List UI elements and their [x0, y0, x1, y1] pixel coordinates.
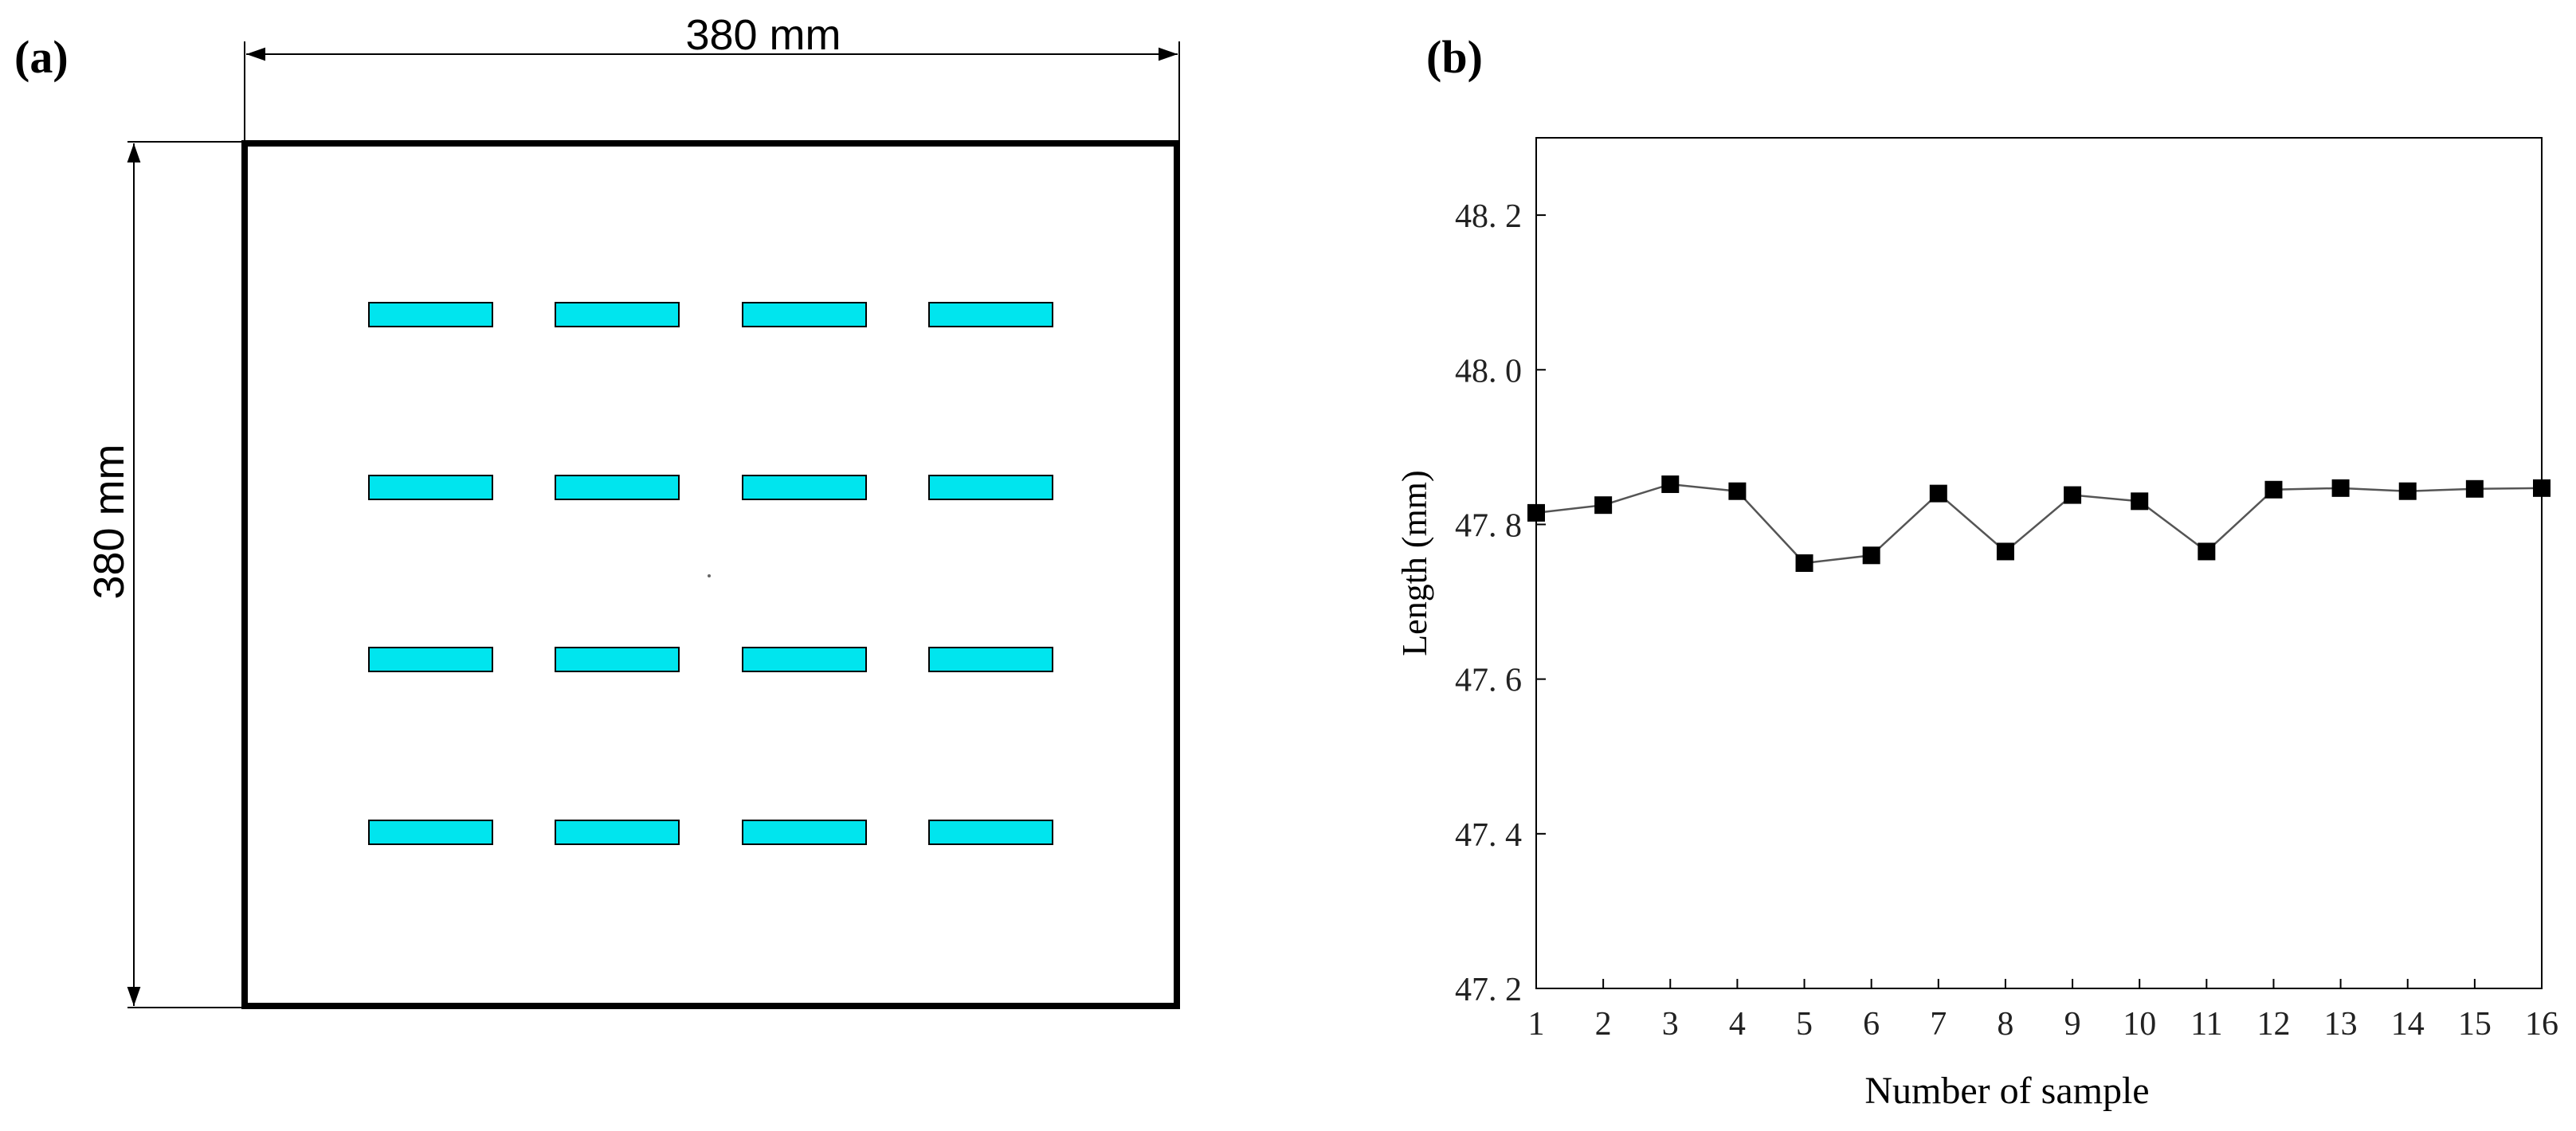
x-tick-label: 15: [2458, 1006, 2492, 1043]
sample-slot: [742, 647, 867, 672]
y-axis: 47. 2 47. 4 47. 6 47. 8 48. 0 48. 2: [1455, 198, 1546, 1008]
sample-slot: [928, 647, 1053, 672]
x-tick-label: 14: [2391, 1006, 2425, 1043]
center-dot: [708, 574, 711, 577]
y-tick-label: 47. 6: [1455, 663, 1522, 699]
data-point-marker: [1594, 496, 1613, 515]
sample-slot: [742, 302, 867, 327]
x-tick-label: 16: [2525, 1006, 2558, 1043]
data-point-marker: [2264, 480, 2283, 499]
sample-slot: [555, 302, 680, 327]
sample-slot: [555, 475, 680, 500]
y-axis-label: Length (mm): [1395, 470, 1434, 656]
data-point-marker: [2331, 479, 2350, 497]
data-point-marker: [2064, 486, 2082, 504]
y-tick-label: 47. 2: [1455, 972, 1522, 1008]
x-tick-label: 9: [2064, 1006, 2081, 1043]
sample-slot: [742, 475, 867, 500]
sample-slot: [368, 820, 493, 845]
sample-slot: [368, 302, 493, 327]
x-axis: 1 2 3 4 5 6 7 8 9 10 11 12 13 14 15 16: [1528, 979, 2558, 1043]
plot-frame: [1535, 137, 2543, 989]
series-line: [1535, 483, 2543, 565]
data-point-marker: [2465, 479, 2484, 498]
sample-slot: [742, 820, 867, 845]
data-point-marker: [1862, 546, 1880, 565]
height-dimension-label: 380 mm: [85, 444, 133, 599]
x-tick-label: 11: [2190, 1006, 2222, 1043]
data-point-marker: [2198, 542, 2216, 561]
y-tick-label: 48. 2: [1455, 198, 1522, 235]
sample-slot: [368, 475, 493, 500]
data-point-marker: [2131, 492, 2149, 511]
data-point-marker: [1661, 475, 1680, 493]
x-tick-label: 7: [1930, 1006, 1947, 1043]
sample-slot: [368, 647, 493, 672]
x-tick-label: 13: [2324, 1006, 2358, 1043]
x-tick-label: 8: [1997, 1006, 2013, 1043]
sample-slot: [928, 475, 1053, 500]
x-tick-label: 4: [1729, 1006, 1746, 1043]
data-point-marker: [1728, 482, 1747, 500]
panel-a-diagram: 380 mm 380 mm: [85, 11, 1180, 1009]
panel-a-label: (a): [14, 31, 69, 83]
sample-slot: [928, 302, 1053, 327]
panel-b-label: (b): [1426, 31, 1483, 83]
y-tick-label: 48. 0: [1455, 353, 1522, 389]
data-point-marker: [1996, 542, 2014, 561]
data-point-marker: [2533, 479, 2551, 497]
data-point-marker: [2398, 482, 2417, 500]
y-tick-label: 47. 4: [1455, 817, 1522, 854]
x-tick-label: 6: [1863, 1006, 1880, 1043]
x-tick-label: 2: [1595, 1006, 1612, 1043]
x-tick-label: 5: [1796, 1006, 1813, 1043]
data-point-marker: [1929, 484, 1947, 503]
sample-slot: [555, 647, 680, 672]
y-tick-label: 47. 8: [1455, 507, 1522, 544]
data-point-marker: [1795, 554, 1813, 572]
x-tick-label: 10: [2123, 1006, 2156, 1043]
plate-outline: [241, 140, 1180, 1009]
width-dimension-label: 380 mm: [685, 11, 841, 59]
sample-grid: [368, 302, 1053, 845]
sample-slot: [928, 820, 1053, 845]
sample-slot: [555, 820, 680, 845]
x-axis-label: Number of sample: [1864, 1070, 2149, 1112]
x-tick-label: 1: [1528, 1006, 1545, 1043]
x-tick-label: 3: [1662, 1006, 1679, 1043]
series-markers: [1527, 475, 2551, 572]
x-tick-label: 12: [2256, 1006, 2290, 1043]
data-point-marker: [1527, 503, 1545, 522]
